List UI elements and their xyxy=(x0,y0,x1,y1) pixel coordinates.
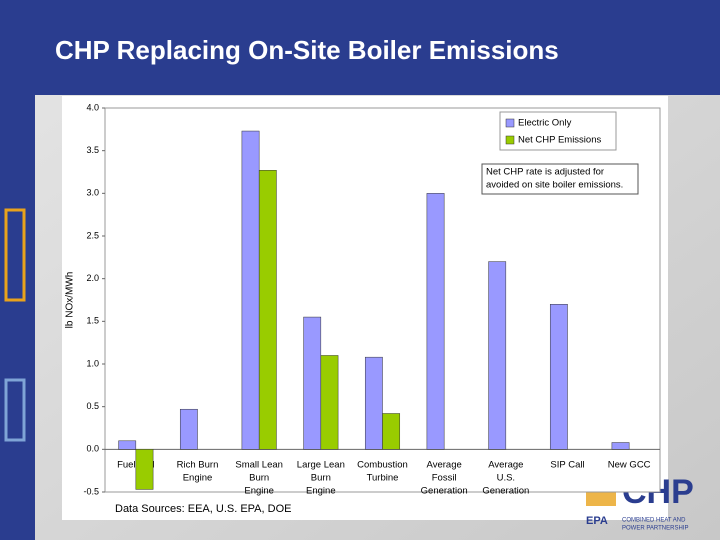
decoration xyxy=(4,378,26,442)
x-tick-line: Generation xyxy=(482,485,529,496)
y-tick-label: 2.0 xyxy=(86,273,99,283)
x-tick-line: Engine xyxy=(306,485,336,496)
x-tick-line: Turbine xyxy=(367,472,399,483)
y-tick-label: -0.5 xyxy=(83,486,99,496)
slide-title: CHP Replacing On-Site Boiler Emissions xyxy=(55,35,559,65)
bar xyxy=(364,356,383,450)
bar xyxy=(611,442,630,450)
x-tick-line: Combustion xyxy=(357,459,408,470)
left-strip xyxy=(0,95,35,540)
bar xyxy=(488,261,507,450)
x-tick-label: Combustion Turbine xyxy=(357,459,408,483)
y-tick-label: 0.5 xyxy=(86,401,99,411)
y-tick-label: 0.0 xyxy=(86,444,99,454)
legend-swatch xyxy=(505,135,515,145)
y-tick-label: 3.5 xyxy=(86,145,99,155)
bar xyxy=(382,413,401,450)
x-tick-line: Burn xyxy=(311,472,331,483)
x-tick-label: SIP Call xyxy=(550,459,584,470)
legend-label: Electric Only xyxy=(518,118,572,129)
x-tick-line: SIP Call xyxy=(550,459,584,470)
y-axis-label: lb NOx/MWh xyxy=(65,272,76,329)
logo-agency: EPA xyxy=(586,515,608,527)
y-tick-label: 4.0 xyxy=(86,102,99,112)
annotation: avoided on site boiler emissions. xyxy=(486,180,623,191)
bar xyxy=(303,316,322,450)
x-tick-line: Burn xyxy=(249,472,269,483)
x-tick-line: Rich Burn xyxy=(177,459,219,470)
bar xyxy=(118,440,137,450)
annotation: Net CHP rate is adjusted for xyxy=(486,167,604,178)
x-tick-line: Engine xyxy=(183,472,213,483)
x-tick-label: Average Fossil Generation xyxy=(421,459,468,496)
legend-box xyxy=(499,111,617,151)
x-tick-line: Generation xyxy=(421,485,468,496)
legend-label: Net CHP Emissions xyxy=(518,135,601,146)
y-tick-label: 2.5 xyxy=(86,230,99,240)
x-tick-line: U.S. xyxy=(497,472,515,483)
x-tick-line: Engine xyxy=(244,485,274,496)
logo-text: COMBINED HEAT AND xyxy=(622,518,686,524)
bar xyxy=(320,355,339,450)
x-tick-line: Large Lean xyxy=(297,459,345,470)
y-tick-label: 1.5 xyxy=(86,316,99,326)
x-tick-label: Small Lean Burn Engine xyxy=(235,459,283,496)
source-note: Data Sources: EEA, U.S. EPA, DOE xyxy=(115,503,291,515)
bar xyxy=(241,130,260,450)
header-band xyxy=(0,0,720,95)
x-tick-line: Fossil xyxy=(432,472,457,483)
legend-swatch xyxy=(505,118,515,128)
bar xyxy=(549,304,568,450)
annotation-box xyxy=(481,163,639,195)
y-tick-label: 1.0 xyxy=(86,358,99,368)
x-tick-line: New GCC xyxy=(608,459,651,470)
y-tick-label: 3.0 xyxy=(86,188,99,198)
bar xyxy=(426,193,445,450)
logo-text: POWER PARTNERSHIP xyxy=(622,526,688,532)
x-tick-line: Small Lean xyxy=(235,459,283,470)
x-tick-label: New GCC xyxy=(608,459,651,470)
bar xyxy=(179,408,198,450)
x-tick-label: Average U.S. Generation xyxy=(482,459,529,496)
bar xyxy=(258,170,277,450)
bar xyxy=(135,449,154,490)
x-tick-label: Large Lean Burn Engine xyxy=(297,459,345,496)
decoration xyxy=(4,208,26,302)
x-tick-line: Average xyxy=(488,459,523,470)
x-tick-label: Rich Burn Engine xyxy=(177,459,219,483)
x-tick-line: Average xyxy=(427,459,462,470)
